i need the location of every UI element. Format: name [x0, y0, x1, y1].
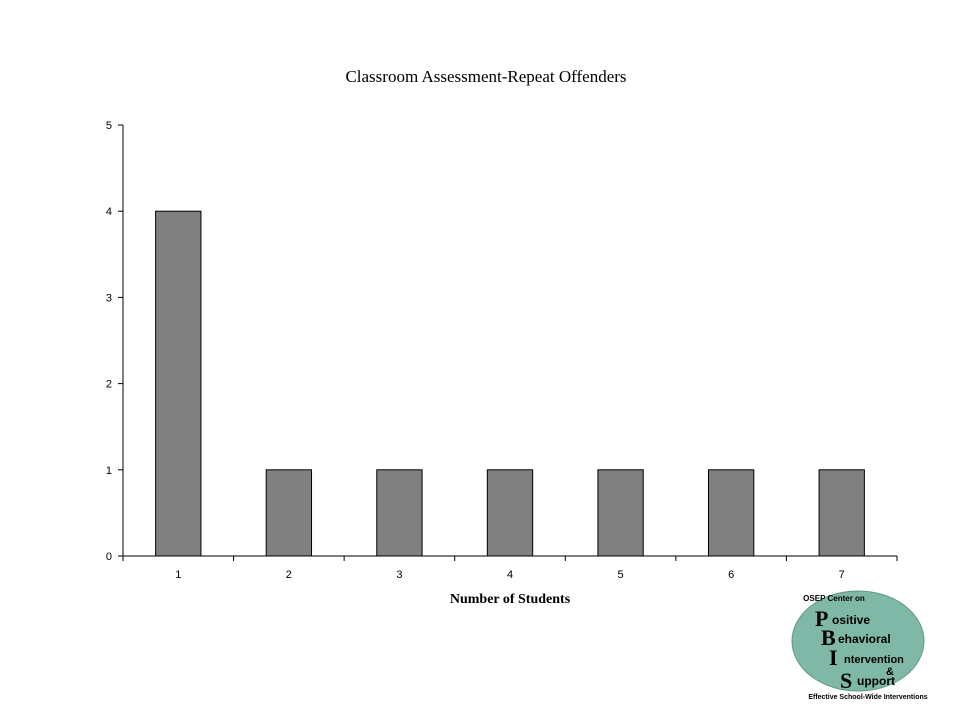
logo-letter-b: B: [821, 625, 836, 650]
logo-footer: Effective School-Wide Interventions: [808, 694, 927, 701]
x-tick-label: 6: [728, 569, 734, 581]
logo-ampersand: &: [886, 666, 894, 678]
bar: [265, 469, 313, 557]
y-tick-label: 3: [106, 292, 112, 304]
logo-word-positive: ositive: [832, 613, 870, 627]
plot-area: 0 1 2 3 4 5 1 2 3 4 5 6 7: [106, 120, 898, 581]
x-tick-label: 3: [396, 569, 402, 581]
x-axis-label: Number of Students: [450, 592, 571, 607]
bar: [486, 469, 534, 557]
bar: [376, 469, 423, 557]
logo-header: OSEP Center on: [803, 594, 865, 603]
bar: [597, 469, 644, 557]
logo-word-behavioral: ehavioral: [838, 632, 891, 646]
y-tick-label: 0: [106, 551, 112, 563]
y-tick-label: 1: [106, 465, 112, 477]
x-tick-label: 1: [175, 569, 181, 581]
x-tick-label: 2: [286, 569, 292, 581]
x-tick-label: 7: [839, 569, 845, 581]
x-tick-label: 4: [507, 569, 513, 581]
chart-title: Classroom Assessment-Repeat Offenders: [345, 67, 626, 86]
bar: [818, 469, 865, 557]
x-tick-label: 5: [618, 569, 624, 581]
logo-word-support: upport: [857, 674, 895, 688]
logo-word-intervention: ntervention: [844, 654, 904, 666]
bar: [707, 469, 755, 557]
y-tick-label: 4: [106, 206, 112, 218]
bar: [155, 210, 202, 557]
y-tick-label: 2: [106, 379, 112, 391]
logo-ellipse: [791, 590, 925, 692]
logo-letter-i: I: [829, 645, 838, 670]
logo-letter-s: S: [840, 668, 852, 693]
logo-letter-p: P: [815, 606, 828, 631]
pbis-logo: OSEP Center on P ositive B ehavioral I n…: [791, 590, 928, 701]
y-tick-label: 5: [106, 120, 112, 132]
